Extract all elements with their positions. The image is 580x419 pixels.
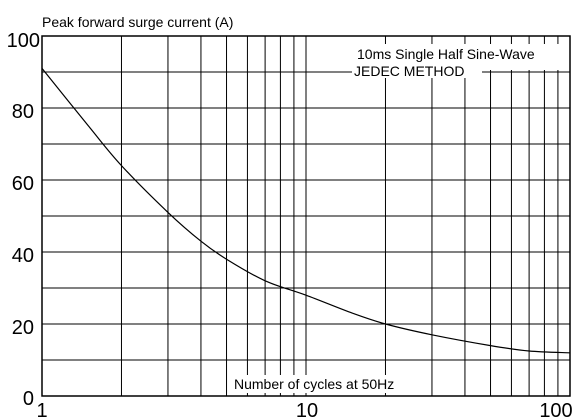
y-tick-label-60: 60	[12, 173, 34, 195]
surge-current-curve	[41, 68, 571, 354]
grid-lines	[42, 36, 570, 396]
y-tick-label-80: 80	[12, 101, 34, 123]
y-tick-label-100: 100	[7, 30, 40, 52]
y-tick-label-20: 20	[12, 317, 34, 339]
annotation-jedec-method: JEDEC METHOD	[354, 63, 464, 79]
chart-title: Peak forward surge current (A)	[42, 14, 233, 30]
x-tick-label-10: 10	[296, 400, 318, 419]
y-tick-label-0: 0	[23, 388, 34, 410]
annotation-box-bg-2	[352, 64, 482, 78]
x-tick-label-100: 100	[539, 400, 572, 419]
xlabel-bg	[230, 375, 416, 393]
x-tick-label-1: 1	[36, 400, 47, 419]
annotation-sine-wave: 10ms Single Half Sine-Wave	[357, 46, 535, 62]
y-tick-label-40: 40	[12, 245, 34, 267]
x-axis-label: Number of cycles at 50Hz	[234, 376, 394, 392]
plot-frame	[41, 35, 571, 397]
